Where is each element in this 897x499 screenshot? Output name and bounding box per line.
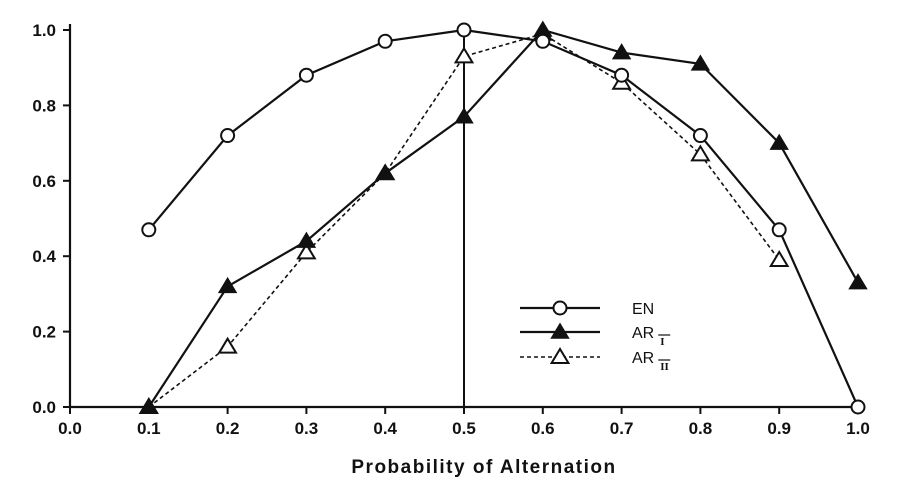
legend-marker: [549, 347, 571, 364]
x-tick-label: 0.9: [767, 419, 791, 438]
x-axis-title: Probability of Alternation: [351, 457, 616, 478]
legend: EN AR I AR II: [520, 300, 671, 373]
legend-subscript: I: [660, 336, 664, 348]
series-ar-ii-line: [148, 32, 780, 408]
y-tick-label: 0.4: [32, 247, 56, 266]
axes: 0.0 0.1 0.2 0.3 0.4 0.5 0.6 0.7 0.8 0.9 1.0 0.0 0.2 0…: [32, 21, 869, 438]
legend-label: EN: [632, 301, 654, 318]
y-tick-label: 0.0: [32, 398, 56, 417]
data-point: [377, 33, 393, 49]
data-point: [848, 273, 868, 290]
x-tick-label: 0.0: [58, 419, 82, 438]
legend-subscript: II: [660, 361, 669, 373]
data-point: [375, 163, 395, 181]
data-point: [614, 67, 630, 83]
data-point: [141, 222, 157, 238]
data-point: [769, 250, 790, 267]
data-point: [454, 107, 474, 124]
x-tick-label: 1.0: [846, 419, 870, 438]
series-ar-i: [139, 20, 868, 414]
data-point: [296, 242, 317, 260]
data-point: [535, 33, 551, 49]
data-point: [296, 231, 317, 248]
y-tick-label: 0.6: [32, 172, 56, 191]
y-tick-label: 0.2: [32, 323, 56, 342]
series-en: [141, 22, 866, 415]
data-point: [690, 54, 711, 71]
data-point: [298, 67, 314, 83]
legend-marker: [550, 322, 570, 339]
series-en-line: [147, 28, 860, 408]
data-point: [217, 276, 238, 294]
series-ar-i-line: [147, 28, 859, 408]
x-tick-label: 0.8: [689, 419, 713, 438]
y-tick-label: 0.8: [32, 96, 56, 115]
data-point: [139, 397, 159, 414]
data-point: [690, 144, 711, 162]
data-point: [850, 399, 866, 415]
x-tick-label: 0.1: [137, 419, 161, 438]
x-tick-label: 0.3: [295, 419, 319, 438]
data-point: [769, 133, 789, 150]
data-point: [611, 43, 632, 60]
x-tick-label: 0.6: [531, 419, 555, 438]
data-point: [217, 336, 238, 354]
data-point: [220, 128, 236, 144]
data-point: [771, 222, 787, 238]
series-group: [138, 20, 868, 415]
x-tick-label: 0.5: [452, 419, 476, 438]
x-tick-label: 0.7: [610, 419, 634, 438]
y-tick-label: 1.0: [32, 21, 56, 40]
x-tick-label: 0.4: [373, 419, 397, 438]
legend-label: AR: [632, 325, 654, 342]
legend-label: AR: [632, 350, 654, 367]
data-point: [692, 128, 708, 144]
data-point: [453, 46, 475, 64]
legend-marker: [552, 300, 568, 316]
data-point: [456, 22, 472, 38]
x-tick-label: 0.2: [216, 419, 240, 438]
